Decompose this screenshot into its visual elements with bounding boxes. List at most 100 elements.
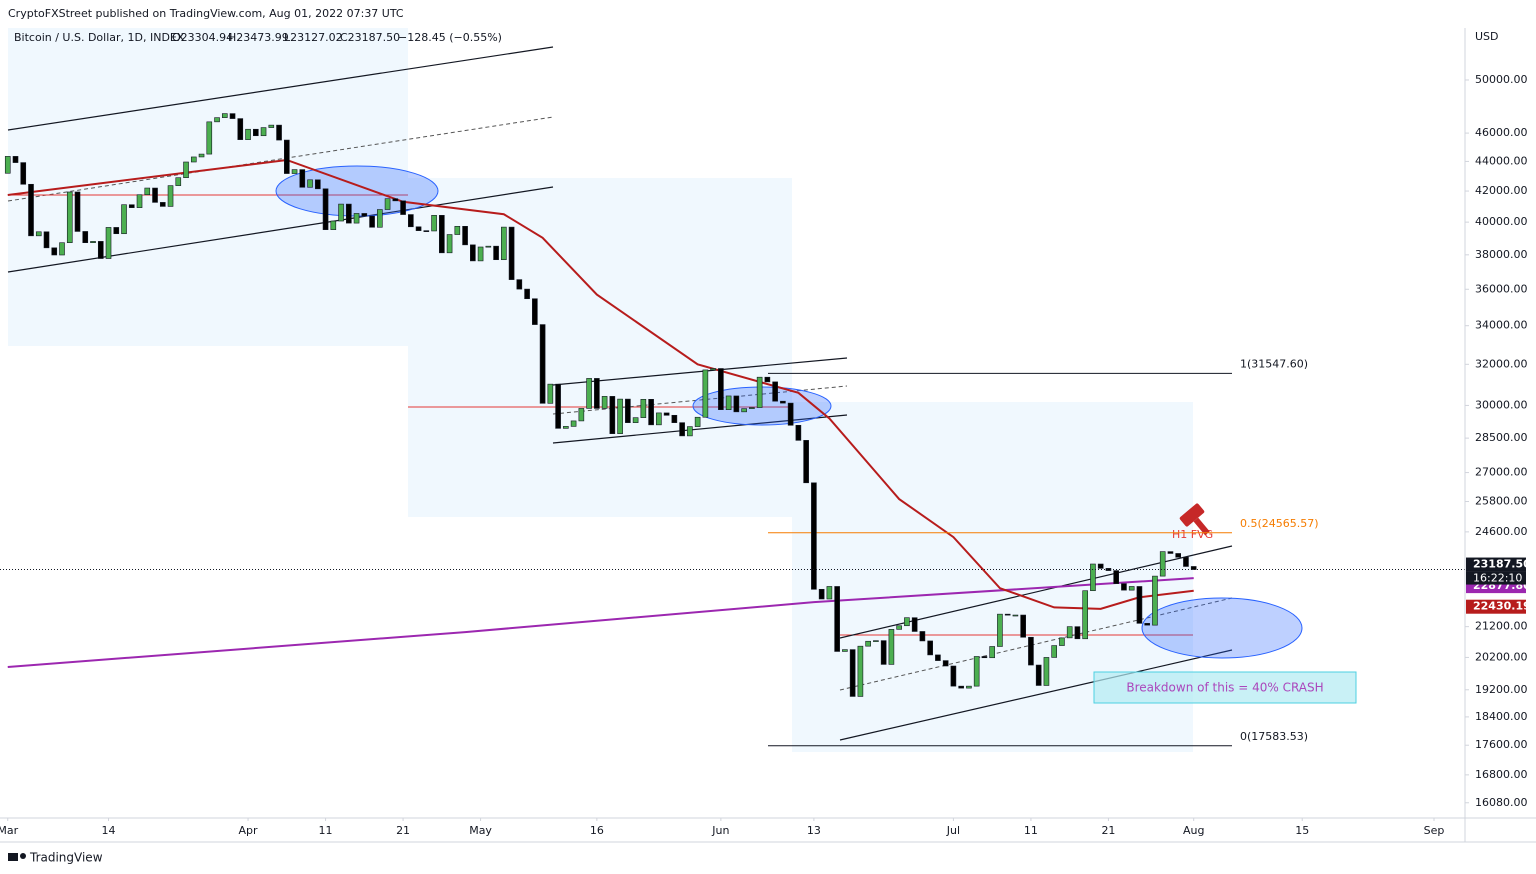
channel-mid	[7, 116, 554, 202]
x-tick-label: 11	[1024, 824, 1038, 837]
candle	[1121, 583, 1127, 591]
candle	[245, 128, 251, 140]
candle	[958, 685, 964, 689]
y-tick-label: 34000.00	[1475, 319, 1528, 332]
candle	[346, 203, 352, 224]
candle	[105, 227, 112, 259]
channel-mid	[552, 385, 848, 415]
candle	[547, 383, 554, 404]
candle	[431, 215, 437, 232]
candle	[780, 400, 786, 404]
candle	[966, 685, 972, 689]
candle	[90, 241, 96, 244]
moving-average	[7, 158, 1194, 610]
x-tick-label: 15	[1295, 824, 1309, 837]
range-box	[408, 178, 792, 517]
x-tick-label: 21	[1101, 824, 1115, 837]
candle	[609, 396, 616, 434]
candle	[369, 215, 375, 228]
candle	[454, 226, 461, 235]
fib-label: 0.5(24565.57)	[1240, 517, 1319, 530]
y-tick-label: 28500.00	[1475, 431, 1528, 444]
candle	[718, 368, 724, 410]
y-tick-label: 27000.00	[1475, 466, 1528, 479]
y-tick-label: 24600.00	[1475, 525, 1528, 538]
countdown-tag	[1466, 571, 1526, 585]
y-tick-label: 46000.00	[1475, 126, 1528, 139]
countdown-label: 16:22:10	[1473, 572, 1522, 585]
candle	[555, 383, 561, 429]
candle	[361, 213, 368, 217]
y-tick-label: 25800.00	[1475, 495, 1528, 508]
candle	[733, 395, 740, 413]
candle	[1043, 657, 1050, 686]
candle	[1004, 613, 1011, 616]
candle	[501, 226, 507, 261]
x-tick-label: 11	[319, 824, 333, 837]
x-tick-label: 14	[102, 824, 116, 837]
candle	[1074, 626, 1081, 640]
candle	[849, 649, 856, 697]
candle	[640, 399, 647, 418]
candle	[1028, 636, 1034, 666]
y-tick-label: 16800.00	[1475, 768, 1528, 781]
candle	[167, 185, 174, 207]
candle	[989, 646, 995, 659]
candle	[663, 412, 670, 416]
candle	[935, 654, 941, 661]
candle	[128, 204, 135, 208]
candle	[392, 198, 399, 202]
candle	[1175, 553, 1182, 558]
x-tick-label: Sep	[1424, 824, 1445, 837]
candle	[795, 424, 802, 441]
candle	[237, 118, 244, 140]
candle	[221, 113, 228, 118]
candle	[842, 649, 848, 652]
candle	[470, 244, 476, 262]
candle	[260, 127, 267, 137]
candle	[400, 200, 406, 215]
candle	[493, 245, 499, 261]
candle	[1159, 551, 1166, 577]
candle	[1128, 586, 1135, 591]
candle	[144, 187, 151, 196]
candle	[20, 162, 27, 185]
candle	[1152, 575, 1158, 626]
candle	[229, 113, 236, 119]
candle	[1144, 623, 1150, 626]
candle	[1066, 626, 1073, 639]
candle	[904, 617, 910, 627]
candle	[268, 124, 275, 128]
footer-brand: TradingView	[29, 851, 103, 865]
candle	[175, 177, 182, 186]
candle	[725, 395, 732, 410]
candle	[446, 234, 453, 254]
candle	[152, 187, 158, 203]
candle	[283, 139, 290, 174]
candle	[826, 586, 833, 600]
candle	[51, 247, 58, 256]
candle	[632, 417, 639, 423]
candle	[252, 128, 259, 137]
x-tick-label: Jul	[946, 824, 960, 837]
candle	[439, 215, 445, 254]
candle	[322, 188, 329, 230]
candle	[206, 121, 213, 155]
candle	[516, 279, 523, 290]
candle	[214, 117, 220, 123]
candle	[384, 198, 391, 210]
candle	[880, 640, 887, 665]
candle	[307, 179, 313, 188]
candle	[485, 245, 492, 248]
candle	[888, 629, 895, 665]
ohlc-change: −128.45 (−0.55%)	[398, 31, 502, 44]
candle	[299, 169, 306, 188]
candle	[911, 617, 918, 632]
price-tag	[1466, 599, 1526, 614]
candle	[981, 656, 988, 659]
candle	[687, 426, 693, 437]
y-tick-label: 30000.00	[1475, 398, 1528, 411]
y-tick-label: 36000.00	[1475, 282, 1528, 295]
candle	[1183, 556, 1189, 567]
candle	[942, 660, 949, 667]
